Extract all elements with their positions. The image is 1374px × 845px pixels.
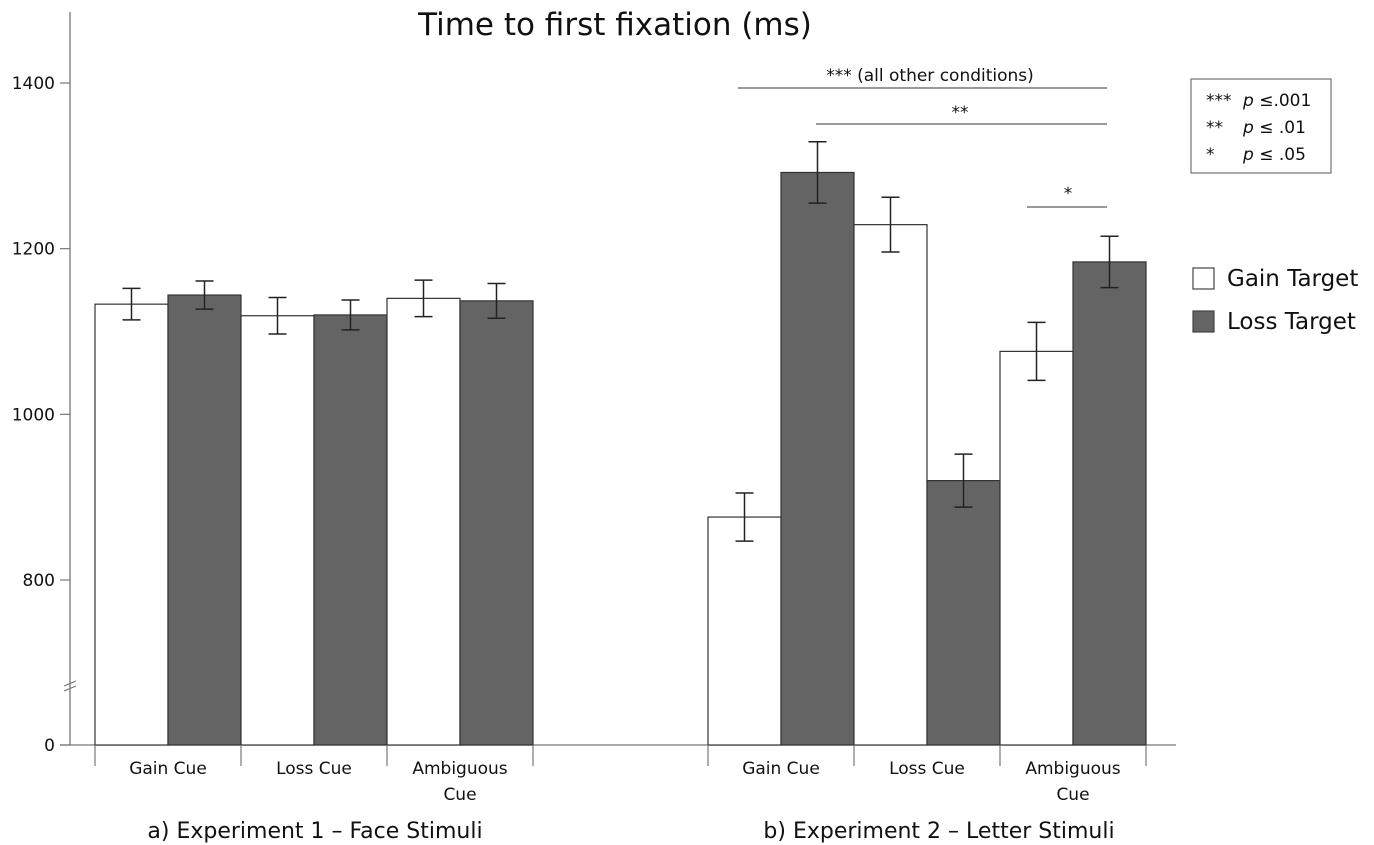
- significance-label-1: *** (all other conditions): [826, 66, 1034, 86]
- error-bar: [954, 453, 973, 508]
- error-bar: [122, 287, 141, 321]
- error-bar: [735, 492, 754, 542]
- panel-label-b: b) Experiment 2 – Letter Stimuli: [763, 819, 1114, 844]
- p-value-legend: *** p ≤.001 ** p ≤ .01 * p ≤ .05: [1190, 78, 1332, 174]
- error-bar: [414, 279, 433, 318]
- p-legend-stars-2: **: [1206, 118, 1223, 138]
- p-legend-value-1: p ≤.001: [1242, 91, 1311, 111]
- y-tick-label: 1000: [12, 405, 55, 425]
- bar-gain-target: [386, 297, 461, 746]
- error-bar: [195, 280, 214, 310]
- bar-gain-target: [707, 516, 782, 746]
- legend-label-loss-target: Loss Target: [1227, 309, 1356, 335]
- bar-loss-target: [313, 314, 388, 746]
- bar-gain-target: [999, 350, 1074, 746]
- legend-label-gain-target: Gain Target: [1227, 266, 1358, 292]
- bar-loss-target: [926, 480, 1001, 746]
- y-tick-label: 1200: [12, 240, 55, 260]
- chart-title: Time to first fixation (ms): [417, 7, 812, 43]
- bar-loss-target: [167, 294, 242, 746]
- y-tick-label: 800: [23, 571, 55, 591]
- category-label: Ambiguous Cue: [1025, 759, 1120, 805]
- legend-swatch-gain-target: [1192, 267, 1215, 290]
- category-label: Gain Cue: [742, 759, 820, 779]
- significance-label-3: *: [1064, 184, 1073, 204]
- significance-bracket-2: **: [816, 103, 1107, 125]
- error-bar: [1027, 321, 1046, 382]
- p-legend-value-2: p ≤ .01: [1242, 118, 1306, 138]
- bar-gain-target: [94, 303, 169, 746]
- bars: [94, 171, 1147, 746]
- category-label: Loss Cue: [889, 759, 965, 779]
- panel-label-a: a) Experiment 1 – Face Stimuli: [147, 819, 482, 844]
- error-bar: [341, 299, 360, 331]
- category-labels: Gain Cue Loss Cue Ambiguous Cue Gain Cue Loss…: [129, 759, 1121, 805]
- category-label: Loss Cue: [276, 759, 352, 779]
- legend-swatch-loss-target: [1192, 310, 1215, 333]
- p-legend-stars-1: ***: [1206, 91, 1232, 111]
- significance-bracket-3: *: [1027, 184, 1107, 208]
- axis-break-mark: [63, 680, 77, 692]
- error-bar: [268, 296, 287, 335]
- error-bar: [881, 196, 900, 253]
- error-bar: [1100, 235, 1119, 289]
- error-bars: [122, 141, 1119, 542]
- legend: Gain Target Loss Target: [1192, 266, 1358, 335]
- p-value-legend-box: [1190, 78, 1332, 174]
- bar-loss-target: [459, 300, 534, 746]
- error-bar: [487, 282, 506, 319]
- bar-loss-target: [780, 171, 855, 746]
- x-ticks: [94, 745, 1147, 766]
- y-tick-label: 0: [44, 736, 55, 756]
- category-label: Ambiguous Cue: [412, 759, 507, 805]
- category-label: Gain Cue: [129, 759, 207, 779]
- bar-gain-target: [853, 224, 928, 746]
- bar-loss-target: [1072, 261, 1147, 746]
- significance-label-2: **: [952, 103, 969, 123]
- significance-bracket-1: *** (all other conditions): [738, 66, 1107, 89]
- bar-gain-target: [240, 315, 315, 746]
- y-ticks: 0 800 1000 1200 1400: [12, 74, 70, 756]
- p-legend-value-3: p ≤ .05: [1242, 145, 1306, 165]
- y-tick-label: 1400: [12, 74, 55, 94]
- p-legend-stars-3: *: [1206, 145, 1215, 165]
- error-bar: [808, 141, 827, 204]
